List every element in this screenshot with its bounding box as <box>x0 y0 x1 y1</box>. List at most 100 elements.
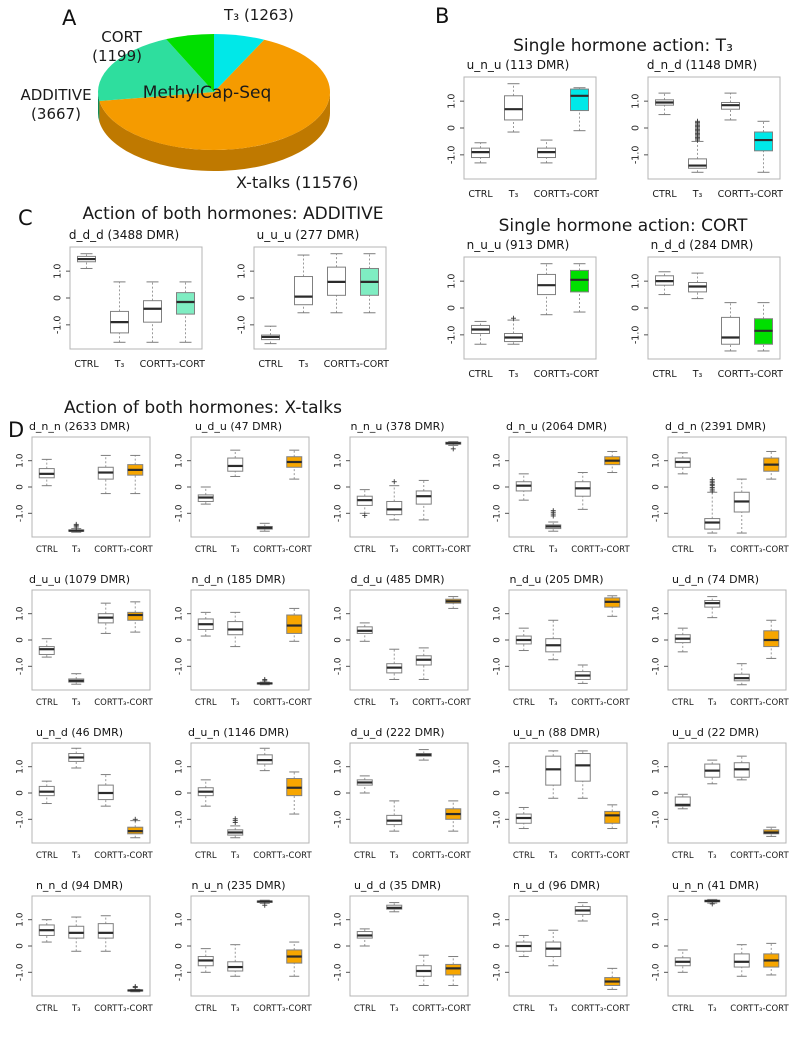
boxplot-d_u_n: d_u_n (1146 DMR) -1.0 0 1.0 CTRL T₃ CORT T₃-COR… <box>159 726 318 879</box>
y-tick-label: 0 <box>447 125 458 131</box>
y-tick-label: -1.0 <box>16 504 26 522</box>
y-tick-label: 0 <box>493 943 503 949</box>
x-category-label: CTRL <box>652 189 677 200</box>
boxplot-title: u_n_n (41 DMR) <box>671 879 760 892</box>
x-category-label: CTRL <box>354 698 376 708</box>
boxplot-svg: -1.0 0 1.0 CTRL T₃ CORT T₃-CORT <box>652 895 790 1014</box>
pie-chart: T₃ (1263) X-talks (11576) ADDITIVE(3667) CO… <box>20 6 358 192</box>
x-category-label: CTRL <box>672 698 694 708</box>
boxplot-title: d_n_d (1148 DMR) <box>646 58 758 72</box>
boxplot-u_n_n: u_n_n (41 DMR) -1.0 0 1.0 CTRL T₃ CORT T₃-CORT <box>636 879 795 1032</box>
boxplot-title: n_u_u (913 DMR) <box>466 238 570 252</box>
y-tick-label: 0 <box>652 484 662 490</box>
x-category-label: CTRL <box>513 1004 535 1014</box>
boxplot-svg: -1.0 0 1.0 CTRL T₃ CORT T₃-CORT <box>447 76 599 200</box>
pie-slice-T3 <box>214 34 265 92</box>
y-tick-label: -1.0 <box>631 326 642 345</box>
y-tick-label: 0 <box>652 790 662 796</box>
y-tick-label: 0 <box>631 125 642 131</box>
x-category-label: T₃ <box>707 545 717 555</box>
x-category-label: CORT <box>94 698 118 708</box>
x-category-label: T₃ <box>508 189 519 200</box>
x-category-label: CTRL <box>258 359 283 370</box>
box-rect <box>294 276 313 306</box>
box-rect <box>415 490 432 505</box>
box-rect <box>38 646 55 655</box>
y-tick-label: -1.0 <box>16 810 26 828</box>
boxplot-svg: -1.0 0 1.0 CTRL T₃ CORT T₃-CORT <box>16 895 153 1014</box>
x-category-label: CTRL <box>195 698 217 708</box>
y-tick-label: 1.0 <box>175 453 185 468</box>
y-tick-label: -1.0 <box>493 504 503 522</box>
pie-slice-X-talks <box>99 39 330 150</box>
boxplot-title: d_u_u (1079 DMR) <box>28 573 131 586</box>
box-rect <box>386 500 403 516</box>
boxplot-title: n_u_d (96 DMR) <box>512 879 601 892</box>
x-category-label: T₃-CORT <box>435 1004 472 1014</box>
x-category-label: T₃ <box>230 1004 240 1014</box>
boxplot-svg: -1.0 0 1.0 CTRL T₃ CORT T₃-CORT <box>175 895 312 1014</box>
y-tick-label: 0 <box>334 943 344 949</box>
x-category-label: CORT <box>412 1004 436 1014</box>
boxplot-u_n_d: u_n_d (46 DMR) -1.0 0 1.0 CTRL T₃ CORT T₃-CORT <box>0 726 159 879</box>
pie-label-ADDITIVE: (3667) <box>31 105 81 123</box>
box-rect <box>570 269 589 293</box>
y-tick-label: 0 <box>493 637 503 643</box>
y-tick-label: 0 <box>493 484 503 490</box>
boxplot-u_d_u: u_d_u (47 DMR) -1.0 0 1.0 CTRL T₃ CORT T₃-CORT <box>159 420 318 573</box>
plot-frame <box>667 895 787 997</box>
y-tick-label: 0 <box>175 637 185 643</box>
box-rect <box>674 796 691 807</box>
box-rect <box>97 923 114 939</box>
plot-frame <box>253 246 387 350</box>
boxplot-title: n_n_u (378 DMR) <box>350 420 445 433</box>
boxplot-u_d_d: u_d_d (35 DMR) -1.0 0 1.0 CTRL T₃ CORT T₃-CORT <box>318 879 477 1032</box>
box-rect <box>604 810 621 824</box>
x-category-label: CTRL <box>36 851 58 861</box>
box-rect <box>227 621 244 636</box>
y-tick-label: 0 <box>16 484 26 490</box>
boxplot-svg: -1.0 0 1.0 CTRL T₃ CORT T₃-CORT <box>631 256 783 380</box>
y-tick-label: 1.0 <box>53 264 64 279</box>
boxplot-n_d_u: n_d_u (205 DMR) -1.0 0 1.0 CTRL T₃ CORT T₃-CORT <box>477 573 636 726</box>
x-category-label: CORT <box>253 1004 277 1014</box>
x-category-label: CORT <box>253 698 277 708</box>
y-tick-label: 1.0 <box>493 606 503 621</box>
y-tick-label: 0 <box>175 943 185 949</box>
panel-c-label: C <box>18 206 33 230</box>
x-category-label: CORT <box>571 851 595 861</box>
boxplot-svg: -1.0 0 1.0 CTRL T₃ CORT T₃-CORT <box>334 895 472 1014</box>
y-tick-label: 1.0 <box>334 606 344 621</box>
boxplot-u_u_d: u_u_d (22 DMR) -1.0 0 1.0 CTRL T₃ CORT T₃-CORT <box>636 726 795 879</box>
x-category-label: T₃-CORT <box>594 1004 631 1014</box>
y-tick-label: 0 <box>652 943 662 949</box>
y-tick-label: -1.0 <box>334 657 344 675</box>
boxplot-svg: -1.0 0 1.0 CTRL T₃ CORT T₃-CORT <box>447 256 599 380</box>
boxplot-title: n_n_d (94 DMR) <box>35 879 124 892</box>
y-tick-label: -1.0 <box>493 810 503 828</box>
x-category-label: T₃-CORT <box>753 1004 790 1014</box>
pie-label-CORT: (1199) <box>92 47 142 65</box>
x-category-label: CORT <box>730 851 754 861</box>
panel-b-title-cort: Single hormone action: CORT <box>498 216 748 236</box>
panel-d: D Action of both hormones: X-talks d_n_n… <box>0 394 796 1040</box>
y-tick-label: -1.0 <box>631 146 642 165</box>
boxplot-d_n_u: d_n_u (2064 DMR) -1.0 0 1.0 CTRL T₃ CORT T₃-COR… <box>477 420 636 573</box>
panel-b-title-t3: Single hormone action: T₃ <box>513 36 733 56</box>
y-tick-label: 0 <box>447 305 458 311</box>
boxplot-u_d_n: u_d_n (74 DMR) -1.0 0 1.0 CTRL T₃ CORT T₃-CORT <box>636 573 795 726</box>
box-rect <box>445 963 462 976</box>
y-tick-label: 0 <box>652 637 662 643</box>
y-tick-label: -1.0 <box>175 657 185 675</box>
x-category-label: T₃-CORT <box>594 698 631 708</box>
boxplot-svg: -1.0 0 1.0 CTRL T₃ CORT T₃-CORT <box>652 436 789 555</box>
y-tick-label: -1.0 <box>334 504 344 522</box>
boxplot-row-single-t3: u_n_u (113 DMR) -1.0 0 1.0 CTRL T₃ CORT T₃-CORT… <box>424 58 796 202</box>
x-category-label: CORT <box>534 189 560 200</box>
y-tick-label: 1.0 <box>16 453 26 468</box>
x-category-label: T₃ <box>114 359 125 370</box>
pie-label-CORT: CORT <box>101 28 143 46</box>
x-category-label: T₃ <box>230 545 240 555</box>
boxplot-n_n_d: n_n_d (94 DMR) -1.0 0 1.0 CTRL T₃ CORT T₃-CORT <box>0 879 159 1032</box>
y-tick-label: -1.0 <box>447 146 458 165</box>
